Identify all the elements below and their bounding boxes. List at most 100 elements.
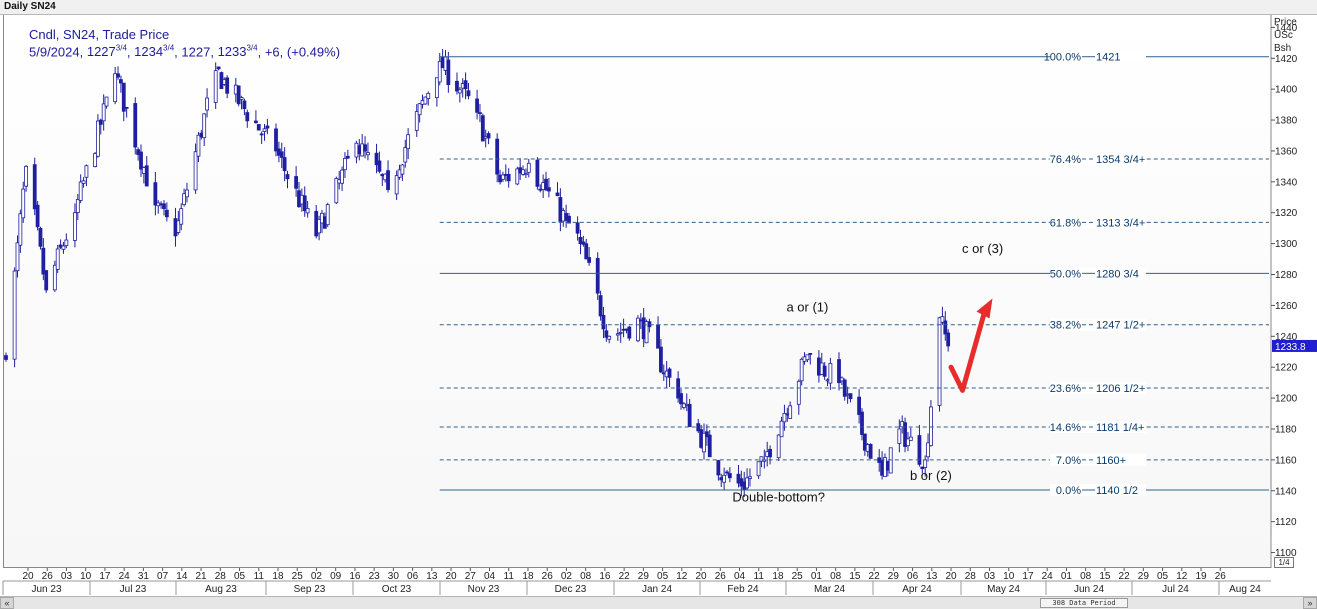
current-price-label: 1233.8	[1275, 342, 1306, 353]
candle-body	[279, 151, 284, 158]
candle-body	[521, 169, 525, 175]
scroll-right-button[interactable]: »	[1303, 597, 1317, 609]
candle-body	[121, 82, 126, 112]
candle	[601, 306, 606, 339]
candle-body	[601, 314, 606, 330]
candle	[179, 203, 184, 231]
candle-body	[759, 456, 764, 462]
candle-body	[722, 474, 727, 483]
candle	[667, 367, 672, 387]
candle-body	[317, 219, 321, 234]
candle	[848, 393, 853, 403]
candle-body	[908, 436, 913, 441]
x-tick-label: 22	[869, 571, 881, 582]
legend-open: 12273/4	[86, 44, 127, 60]
scroll-left-button[interactable]: «	[0, 597, 14, 609]
candle	[687, 398, 692, 427]
candle	[842, 378, 847, 401]
candle	[35, 201, 40, 231]
candle	[225, 75, 230, 99]
candle-body	[480, 115, 485, 142]
candle	[618, 322, 623, 343]
legend-close: 12333/4	[217, 44, 258, 60]
x-tick-label: 03	[61, 571, 73, 582]
candle-body	[575, 222, 580, 234]
fib-label-background	[1050, 453, 1146, 466]
candle	[808, 352, 813, 365]
x-tick-label: 12	[1176, 571, 1188, 582]
candle	[595, 252, 600, 300]
candle-body	[84, 165, 89, 178]
candle	[788, 401, 793, 419]
x-tick-label: 24	[119, 571, 131, 582]
candle-body	[926, 442, 930, 458]
candle	[524, 168, 528, 178]
x-month-label: Feb 24	[727, 584, 759, 595]
candle-body	[903, 422, 907, 447]
candle	[41, 238, 46, 281]
candle	[725, 470, 729, 476]
candle	[259, 131, 264, 144]
candle	[417, 103, 422, 123]
candle	[704, 424, 709, 446]
candle-body	[475, 98, 479, 113]
x-axis-background	[3, 568, 1271, 596]
candle	[96, 114, 100, 158]
candle-body	[888, 447, 893, 474]
candle-body	[756, 461, 761, 477]
candle	[656, 316, 660, 349]
candle	[75, 194, 80, 221]
x-month-label: Jul 24	[1162, 584, 1189, 595]
fib-percent-label: 14.6%	[1050, 422, 1081, 434]
candle	[213, 62, 218, 109]
candle-body	[216, 66, 221, 70]
x-tick-label: 24	[1042, 571, 1054, 582]
candle	[463, 72, 468, 100]
candle	[363, 136, 367, 159]
candle-body	[463, 80, 468, 90]
candle	[325, 202, 330, 227]
candle-body	[897, 428, 902, 444]
candle	[302, 186, 307, 217]
candle	[621, 318, 626, 338]
candle	[386, 160, 390, 193]
candle	[888, 447, 893, 474]
candle-body	[857, 396, 862, 415]
candle	[343, 152, 347, 179]
candle	[903, 417, 907, 453]
candle-body	[239, 97, 244, 100]
x-tick-label: 01	[811, 571, 823, 582]
candle-body	[124, 106, 129, 109]
candle-body	[417, 103, 422, 116]
x-tick-label: 18	[772, 571, 784, 582]
candle-body	[285, 174, 290, 180]
candle-body	[515, 168, 520, 185]
candle-body	[38, 227, 43, 247]
candle-body	[345, 155, 350, 159]
axis-header-line: Bsh	[1274, 43, 1292, 54]
candle-body	[64, 239, 69, 247]
x-tick-label: 20	[22, 571, 34, 582]
scroll-thumb[interactable]: 308 Data Period	[1040, 598, 1128, 608]
candle	[929, 400, 933, 447]
fib-price-label: 1160+	[1096, 455, 1126, 467]
candle-body	[581, 241, 586, 245]
candle-body	[659, 346, 663, 373]
fib-percent-label: 7.0%	[1056, 455, 1081, 467]
candle	[501, 171, 505, 183]
candle	[943, 311, 948, 341]
x-tick-label: 26	[542, 571, 554, 582]
time-scrollbar[interactable]: « 308 Data Period »	[0, 596, 1317, 609]
y-tick-label: 1220	[1275, 363, 1298, 374]
page-indicator[interactable]: 1/4	[1274, 557, 1294, 568]
candle-body	[44, 270, 49, 291]
candle	[78, 174, 83, 204]
candle-body	[768, 448, 772, 458]
plot-area[interactable]	[3, 15, 1271, 568]
candle	[121, 82, 126, 122]
candle	[578, 229, 583, 255]
candle-body	[486, 133, 491, 139]
candle-body	[782, 412, 787, 423]
candle	[521, 165, 525, 176]
